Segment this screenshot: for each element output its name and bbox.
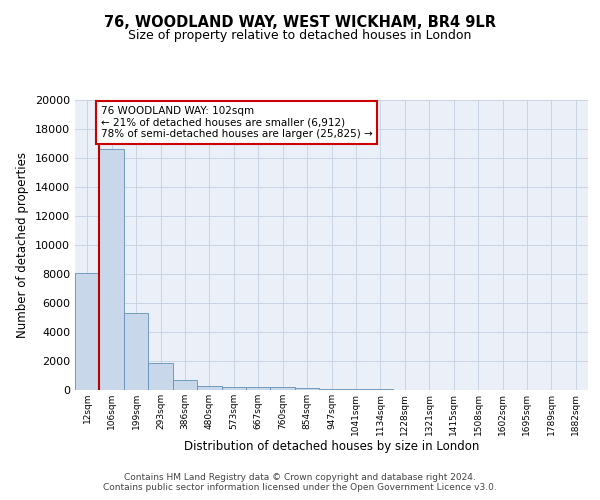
Bar bbox=[319, 388, 344, 390]
Text: Contains HM Land Registry data © Crown copyright and database right 2024.
Contai: Contains HM Land Registry data © Crown c… bbox=[103, 473, 497, 492]
Bar bbox=[197, 386, 221, 390]
Text: 76 WOODLAND WAY: 102sqm
← 21% of detached houses are smaller (6,912)
78% of semi: 76 WOODLAND WAY: 102sqm ← 21% of detache… bbox=[101, 106, 373, 139]
Bar bbox=[295, 388, 319, 390]
Bar bbox=[344, 389, 368, 390]
Bar bbox=[173, 380, 197, 390]
Bar bbox=[100, 150, 124, 390]
Text: Size of property relative to detached houses in London: Size of property relative to detached ho… bbox=[128, 30, 472, 43]
Bar bbox=[246, 387, 271, 390]
Bar bbox=[124, 313, 148, 390]
Y-axis label: Number of detached properties: Number of detached properties bbox=[16, 152, 29, 338]
Bar bbox=[221, 387, 246, 390]
X-axis label: Distribution of detached houses by size in London: Distribution of detached houses by size … bbox=[184, 440, 479, 454]
Bar bbox=[148, 363, 173, 390]
Text: 76, WOODLAND WAY, WEST WICKHAM, BR4 9LR: 76, WOODLAND WAY, WEST WICKHAM, BR4 9LR bbox=[104, 15, 496, 30]
Bar bbox=[271, 388, 295, 390]
Bar bbox=[75, 272, 100, 390]
